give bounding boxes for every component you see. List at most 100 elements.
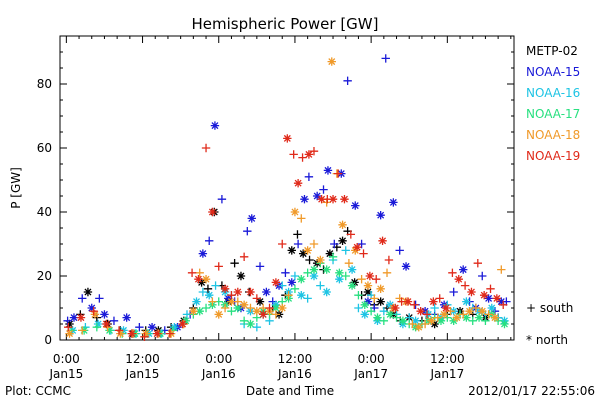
data-point — [195, 268, 204, 277]
legend-entry-noaa-17: NOAA-17 — [526, 107, 580, 121]
data-point — [147, 323, 157, 332]
data-point — [359, 249, 368, 258]
data-point — [497, 297, 506, 306]
data-point — [141, 329, 150, 338]
data-point — [499, 300, 508, 309]
data-point — [305, 255, 314, 265]
data-point — [460, 281, 470, 290]
data-point — [335, 268, 344, 277]
data-point — [201, 303, 211, 313]
data-point — [340, 195, 349, 204]
x-tick-date-label: Jan17 — [353, 367, 388, 381]
x-tick-time-label: 0:00 — [205, 352, 232, 366]
x-tick-time-label: 0:00 — [53, 352, 80, 366]
data-point — [487, 303, 496, 313]
data-point — [328, 252, 338, 261]
data-point — [398, 316, 408, 325]
legend-entry-noaa-18: NOAA-18 — [526, 128, 580, 142]
data-point — [363, 281, 373, 290]
data-point — [265, 303, 274, 313]
data-point — [290, 207, 300, 217]
data-point — [422, 310, 432, 319]
data-point — [252, 294, 262, 303]
data-point — [385, 310, 395, 319]
data-point — [360, 300, 369, 309]
data-point — [178, 319, 187, 329]
data-point — [427, 316, 436, 325]
plot-area-frame — [59, 35, 515, 341]
data-point — [366, 307, 376, 316]
footer-plot-source: Plot: CCMC — [5, 384, 71, 398]
data-point — [102, 319, 111, 329]
data-point — [293, 239, 303, 249]
legend-entry-noaa-16: NOAA-16 — [526, 86, 580, 100]
data-point — [195, 307, 204, 316]
x-tick-date-label: Jan15 — [125, 367, 160, 381]
data-point — [246, 287, 255, 297]
data-point — [293, 179, 303, 188]
data-point — [392, 313, 401, 322]
data-point — [492, 294, 502, 303]
data-point — [379, 307, 389, 316]
data-point — [69, 313, 79, 322]
data-point — [357, 239, 366, 249]
data-point — [465, 307, 474, 316]
x-tick-time-label: 12:00 — [125, 352, 160, 366]
legend-north-marker: * north — [526, 333, 568, 347]
data-point — [170, 323, 179, 332]
data-point — [347, 281, 357, 290]
data-point — [430, 303, 439, 313]
data-point — [335, 275, 344, 284]
data-point — [203, 284, 213, 293]
data-point — [389, 198, 398, 207]
data-point — [258, 310, 268, 319]
data-point — [100, 310, 109, 319]
data-series-layer — [63, 54, 511, 341]
data-point — [236, 271, 246, 281]
data-point — [293, 230, 302, 239]
data-point — [486, 284, 495, 293]
data-point — [322, 287, 331, 297]
data-point — [246, 319, 255, 329]
data-point — [372, 275, 381, 284]
data-point — [90, 310, 100, 319]
data-point — [363, 297, 373, 306]
data-point — [83, 287, 93, 297]
data-point — [446, 307, 455, 316]
data-point — [233, 303, 242, 313]
data-point — [197, 278, 206, 287]
data-point — [322, 265, 331, 274]
data-point — [500, 319, 509, 329]
data-point — [220, 303, 230, 313]
data-point — [365, 271, 375, 281]
data-point — [300, 195, 309, 204]
data-point — [152, 329, 162, 338]
data-point — [448, 268, 457, 277]
data-point — [346, 230, 356, 239]
data-point — [433, 313, 443, 322]
data-point — [127, 329, 136, 338]
data-point — [449, 316, 458, 325]
data-point — [436, 316, 446, 325]
legend-entry-noaa-15: NOAA-15 — [526, 65, 580, 79]
data-point — [319, 185, 328, 194]
data-point — [459, 310, 468, 319]
data-point — [298, 153, 307, 162]
x-tick-time-label: 12:00 — [278, 352, 313, 366]
data-point — [378, 236, 387, 245]
data-point — [411, 316, 420, 325]
data-point — [201, 143, 211, 153]
data-point — [297, 275, 306, 284]
data-point — [403, 297, 413, 306]
data-point — [290, 284, 300, 293]
data-point — [459, 265, 468, 274]
data-point — [435, 294, 444, 303]
y-tick-label: 0 — [44, 333, 52, 347]
data-point — [297, 214, 306, 223]
data-point — [333, 169, 343, 178]
x-tick-date-label: Jan15 — [48, 367, 83, 381]
data-point — [354, 291, 363, 300]
data-point — [208, 207, 217, 217]
data-point — [95, 294, 104, 303]
